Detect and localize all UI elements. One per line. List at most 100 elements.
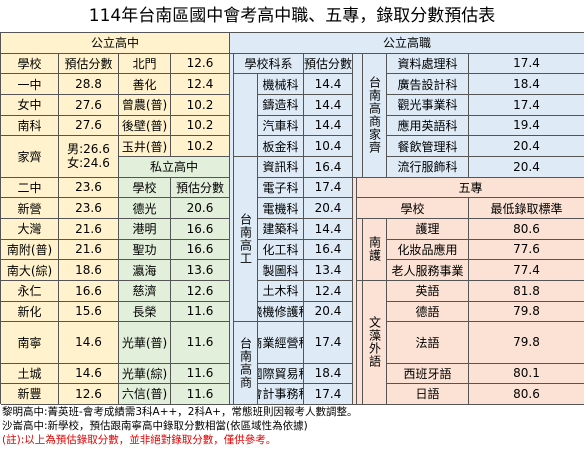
school-name: 瀛海 bbox=[119, 260, 171, 281]
dept-score: 17.4 bbox=[304, 322, 353, 364]
dept-name: 製圖科 bbox=[258, 260, 304, 281]
school-name: 新豐 bbox=[1, 384, 59, 405]
dept-name: 英語 bbox=[387, 280, 469, 302]
dept-score: 20.4 bbox=[469, 156, 584, 178]
dept-score: 81.8 bbox=[469, 280, 584, 302]
dept-score: 18.4 bbox=[304, 363, 353, 385]
school-name: 光華(綜) bbox=[119, 363, 171, 385]
school-score: 12.6 bbox=[171, 280, 230, 302]
school-name: 慈濟 bbox=[119, 280, 171, 302]
dept-name: 西班牙語 bbox=[387, 363, 469, 385]
group-label-nanhu: 南護 bbox=[363, 218, 387, 281]
dept-score: 79.8 bbox=[469, 301, 584, 323]
nanhu-gutter bbox=[357, 218, 363, 281]
dept-score: 20.4 bbox=[469, 136, 584, 157]
private-high-col-school: 學校 bbox=[119, 177, 171, 199]
school-score: 10.2 bbox=[171, 136, 230, 157]
dept-name: 德語 bbox=[387, 301, 469, 323]
dept-name: 機械科 bbox=[258, 74, 304, 95]
school-name: 一中 bbox=[1, 74, 59, 95]
dept-name: 流行服飾科 bbox=[387, 156, 469, 178]
school-name: 南科 bbox=[1, 115, 59, 137]
dept-name: 護理 bbox=[387, 218, 469, 240]
group-label-wenzao: 文藻外語 bbox=[363, 280, 387, 405]
group-label-commercial: 台南高商 bbox=[234, 322, 258, 405]
page-title: 114年台南區國中會考高中職、五專，錄取分數預估表 bbox=[88, 6, 496, 26]
dept-name: 建築科 bbox=[258, 218, 304, 240]
dept-name: 日語 bbox=[387, 384, 469, 405]
dept-name: 鑄造科 bbox=[258, 94, 304, 116]
school-score: 27.6 bbox=[59, 94, 119, 116]
school-name: 光華(普) bbox=[119, 322, 171, 364]
dept-score: 16.4 bbox=[304, 156, 353, 178]
school-score: 23.6 bbox=[59, 198, 119, 219]
junior-college-col-score: 最低錄取標準 bbox=[469, 198, 584, 219]
school-score: 13.6 bbox=[171, 260, 230, 281]
group-label-home: 台南高商家齊 bbox=[363, 53, 387, 178]
school-name: 玉井(普) bbox=[119, 136, 171, 157]
score-table: 公立高中 公立高職 學校 預估分數 北門 12.6 善化 12.4 曾農(普) … bbox=[0, 32, 584, 405]
school-score: 21.6 bbox=[59, 218, 119, 240]
school-score: 21.6 bbox=[59, 239, 119, 261]
school-name: 大灣 bbox=[1, 218, 59, 240]
dept-name: 板金科 bbox=[258, 136, 304, 157]
school-name: 後壁(普) bbox=[119, 115, 171, 137]
dept-name: 電機科 bbox=[258, 198, 304, 219]
school-score: 23.6 bbox=[59, 177, 119, 199]
note-shalun: 沙崙高中:新學校，預估跟南寧高中錄取分數相當(依區域性為依據) bbox=[2, 420, 308, 432]
score-female: 女:24.6 bbox=[67, 156, 110, 171]
industrial-group-top bbox=[234, 74, 258, 157]
school-name: 南附(普) bbox=[1, 239, 59, 261]
school-score: 27.6 bbox=[59, 115, 119, 137]
note-disclaimer: (註):以上為預估錄取分數，並非絕對錄取分數，僅供參考。 bbox=[2, 434, 277, 446]
school-score: 11.6 bbox=[171, 363, 230, 385]
school-score: 10.2 bbox=[171, 115, 230, 137]
school-name: 二中 bbox=[1, 177, 59, 199]
vocational-col-score: 預估分數 bbox=[304, 53, 353, 75]
score-male: 男:26.6 bbox=[67, 142, 110, 157]
school-score-split: 男:26.6 女:24.6 bbox=[59, 136, 119, 178]
school-score: 12.4 bbox=[171, 74, 230, 95]
junior-college-gutter bbox=[353, 177, 357, 405]
school-name: 新營 bbox=[1, 198, 59, 219]
school-name: 曾農(普) bbox=[119, 94, 171, 116]
dept-score: 79.8 bbox=[469, 322, 584, 364]
group-label-industrial: 台南高工 bbox=[234, 156, 258, 323]
school-name: 女中 bbox=[1, 94, 59, 116]
school-name: 聖功 bbox=[119, 239, 171, 261]
school-name: 南大(綜) bbox=[1, 260, 59, 281]
dept-score: 80.1 bbox=[469, 363, 584, 385]
school-name: 土城 bbox=[1, 363, 59, 385]
public-high-header: 公立高中 bbox=[1, 33, 230, 54]
private-high-header: 私立高中 bbox=[119, 156, 230, 178]
school-name: 南寧 bbox=[1, 322, 59, 364]
school-name: 德光 bbox=[119, 198, 171, 219]
dept-score: 17.4 bbox=[469, 53, 584, 75]
school-score: 12.6 bbox=[171, 53, 230, 75]
dept-score: 14.4 bbox=[304, 74, 353, 95]
dept-name: 飛機修護科 bbox=[258, 301, 304, 323]
dept-score: 80.6 bbox=[469, 384, 584, 405]
school-name: 六信(普) bbox=[119, 384, 171, 405]
dept-score: 14.4 bbox=[304, 218, 353, 240]
school-score: 16.6 bbox=[171, 218, 230, 240]
dept-score: 12.4 bbox=[304, 280, 353, 302]
dept-name: 資訊科 bbox=[258, 156, 304, 178]
dept-score: 14.4 bbox=[304, 115, 353, 137]
school-score: 18.6 bbox=[59, 260, 119, 281]
school-name: 長榮 bbox=[119, 301, 171, 323]
public-vocational-header: 公立高職 bbox=[230, 33, 584, 54]
dept-name: 化工科 bbox=[258, 239, 304, 261]
dept-score: 10.4 bbox=[304, 136, 353, 157]
public-high-col-school: 學校 bbox=[1, 53, 59, 75]
dept-name: 化妝品應用 bbox=[387, 239, 469, 261]
dept-name: 汽車科 bbox=[258, 115, 304, 137]
dept-name: 土木科 bbox=[258, 280, 304, 302]
home-gutter bbox=[353, 53, 363, 178]
junior-college-col-school: 學校 bbox=[357, 198, 469, 219]
dept-score: 20.4 bbox=[304, 198, 353, 219]
school-name: 善化 bbox=[119, 74, 171, 95]
dept-score: 13.4 bbox=[304, 260, 353, 281]
school-score: 15.6 bbox=[59, 301, 119, 323]
dept-name: 電子科 bbox=[258, 177, 304, 199]
